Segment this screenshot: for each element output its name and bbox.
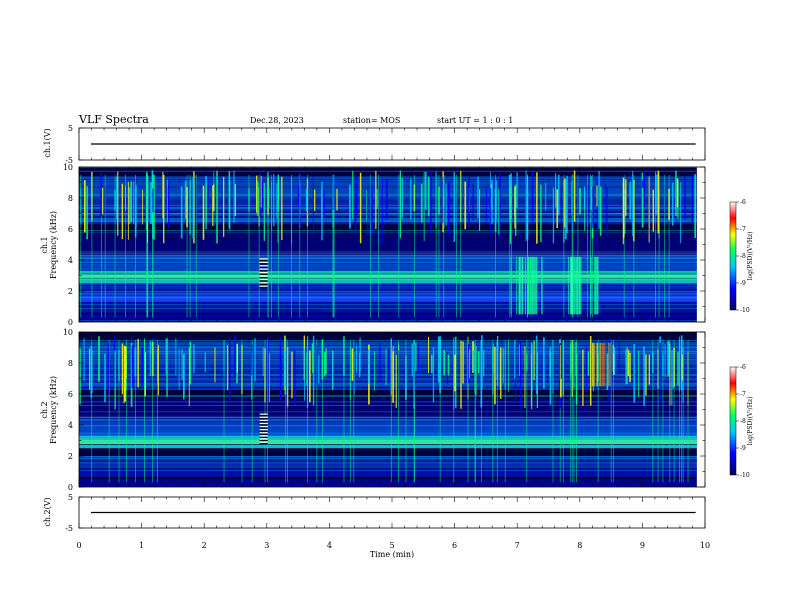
ch1-ytick-label: 5	[68, 124, 73, 133]
colorbar-ch1: -6 -7 -8 -9 -10 log(PSD)(V²/Hz)	[729, 199, 754, 314]
colorbar-tick-label: -10	[740, 472, 750, 479]
spec1-ytick-label: 6	[68, 225, 73, 234]
colorbar-tick-label: -7	[740, 391, 746, 398]
xtick-label: 8	[577, 541, 582, 550]
xtick-label: 9	[640, 541, 645, 550]
colorbar-tick-label: -9	[740, 280, 746, 287]
colorbar-tick-label: -6	[740, 199, 746, 206]
spec2-ytick-label: 2	[68, 452, 73, 461]
spec2-ytick-label: 6	[68, 390, 73, 399]
ylabel-ch2-voltage: ch.2(V)	[43, 497, 52, 526]
spec2-ytick-label: 8	[68, 359, 73, 368]
colorbar-tick-label: -9	[740, 445, 746, 452]
colorbar-tick-label: -6	[740, 364, 746, 371]
colorbar-ch2: -6 -7 -8 -9 -10 log(PSD)(V²/Hz)	[729, 364, 754, 479]
xtick-label: 6	[452, 541, 457, 550]
ylabel-ch1-voltage: ch.1(V)	[43, 128, 52, 157]
spec1-ytick-label: 4	[68, 256, 73, 265]
spec2-ytick-label: 4	[68, 421, 73, 430]
xtick-label: 5	[389, 541, 394, 550]
spec2-ytick-label: 0	[68, 483, 73, 492]
xtick-label: 7	[515, 541, 520, 550]
xtick-label: 10	[700, 541, 710, 550]
colorbar-tick-label: -7	[740, 226, 746, 233]
spec2-ytick-label: 10	[63, 328, 73, 337]
ch1-ytick-label: -5	[65, 156, 73, 165]
ylabel-ch2-line1: ch.2	[40, 401, 49, 418]
spec1-ytick-label: 0	[68, 318, 73, 327]
header-station: station= MOS	[343, 116, 400, 125]
spec1-ytick-label: 2	[68, 287, 73, 296]
header-start-time: start UT = 1 : 0 : 1	[437, 116, 513, 125]
colorbar-label-ch2: log(PSD)(V²/Hz)	[747, 397, 754, 446]
ylabel-ch1-line1: ch.1	[40, 236, 49, 253]
chart-title: VLF Spectra	[78, 113, 149, 126]
colorbar-label-ch1: log(PSD)(V²/Hz)	[747, 232, 754, 281]
colorbar-tick-label: -8	[740, 253, 746, 260]
ch2-ytick-label: 5	[68, 493, 73, 502]
ylabel-ch1-line2: Frequency (kHz)	[49, 211, 58, 279]
ch2-ytick-label: -5	[65, 524, 73, 533]
ylabel-ch2-line2: Frequency (kHz)	[49, 376, 58, 444]
ch2-spectrogram-panel: 0 2 4 6 8 10	[63, 328, 706, 492]
xtick-label: 1	[139, 541, 144, 550]
xtick-label: 3	[264, 541, 269, 550]
ch1-spectrogram-panel: 0 2 4 6 8 10	[63, 163, 706, 327]
xtick-label: 4	[327, 541, 332, 550]
colorbar-tick-label: -8	[740, 418, 746, 425]
spec1-ytick-label: 10	[63, 163, 73, 172]
ch2-voltage-panel: 5 -50 1 2 3 4 5 6 7 8 9 10	[65, 493, 710, 550]
spec1-ytick-label: 8	[68, 194, 73, 203]
colorbar-tick-label: -10	[740, 307, 750, 314]
xtick-label: 2	[202, 541, 207, 550]
ch1-voltage-panel: 5 -5	[65, 124, 706, 165]
header-date: Dec.28, 2023	[250, 116, 304, 125]
xlabel-time: Time (min)	[370, 550, 414, 559]
xtick-label: 0	[76, 541, 81, 550]
